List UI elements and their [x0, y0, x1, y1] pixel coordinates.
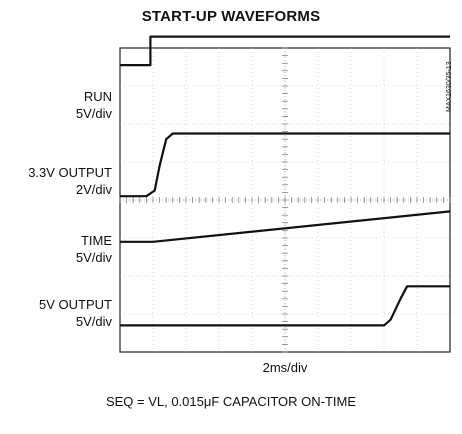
time-scale: 5V/div [75, 250, 112, 265]
trace-3-3v-output [120, 132, 450, 198]
output33-label: 3.3V OUTPUT 2V/div [28, 164, 112, 198]
output33-name: 3.3V OUTPUT [28, 165, 112, 180]
output5-label: 5V OUTPUT 5V/div [39, 296, 112, 330]
trace-time [120, 210, 451, 243]
time-name: TIME [80, 233, 112, 248]
time-label: TIME 5V/div [76, 232, 112, 266]
x-axis-label: 2ms/div [262, 360, 308, 375]
trace-run [120, 35, 450, 67]
output33-scale: 2V/div [75, 182, 112, 197]
output5-scale: 5V/div [75, 314, 112, 329]
caption: SEQ = VL, 0.015μF CAPACITOR ON-TIME [105, 394, 357, 409]
output5-name: 5V OUTPUT [39, 297, 112, 312]
run-label: RUN 5V/div [76, 88, 112, 122]
run-name: RUN [83, 89, 112, 104]
run-scale: 5V/div [75, 106, 112, 121]
chart-title: START-UP WAVEFORMS [141, 8, 321, 25]
trace-5v-output [120, 285, 450, 327]
